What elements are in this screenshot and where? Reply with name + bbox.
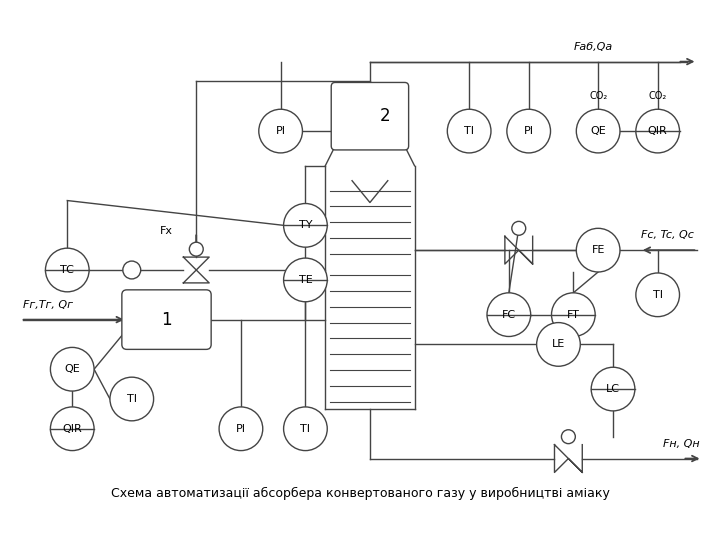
Text: QE: QE bbox=[590, 126, 606, 136]
Text: 1: 1 bbox=[161, 310, 172, 329]
Text: QIR: QIR bbox=[63, 424, 82, 434]
Circle shape bbox=[636, 273, 680, 316]
Circle shape bbox=[284, 258, 328, 302]
Text: 2: 2 bbox=[379, 107, 390, 125]
FancyBboxPatch shape bbox=[331, 83, 409, 150]
Circle shape bbox=[284, 407, 328, 450]
Circle shape bbox=[45, 248, 89, 292]
Circle shape bbox=[591, 367, 635, 411]
Text: TI: TI bbox=[464, 126, 474, 136]
Text: Fx: Fx bbox=[160, 226, 173, 237]
Text: TI: TI bbox=[127, 394, 137, 404]
Text: LE: LE bbox=[552, 340, 565, 349]
Text: FT: FT bbox=[567, 309, 580, 320]
Circle shape bbox=[189, 242, 203, 256]
Circle shape bbox=[636, 109, 680, 153]
Circle shape bbox=[576, 228, 620, 272]
Circle shape bbox=[536, 322, 580, 366]
Text: Fc, Tc, Qc: Fc, Tc, Qc bbox=[642, 230, 694, 240]
Circle shape bbox=[487, 293, 531, 336]
Text: PI: PI bbox=[523, 126, 534, 136]
Text: Fн, Qн: Fн, Qн bbox=[662, 438, 699, 449]
Circle shape bbox=[284, 204, 328, 247]
Text: FC: FC bbox=[502, 309, 516, 320]
FancyBboxPatch shape bbox=[122, 290, 211, 349]
Text: TI: TI bbox=[653, 290, 662, 300]
Circle shape bbox=[576, 109, 620, 153]
Circle shape bbox=[50, 347, 94, 391]
Circle shape bbox=[507, 109, 551, 153]
Text: Faб,Qa: Faб,Qa bbox=[574, 42, 613, 52]
Text: QIR: QIR bbox=[648, 126, 667, 136]
Text: CO₂: CO₂ bbox=[589, 91, 607, 102]
Circle shape bbox=[512, 221, 526, 235]
Circle shape bbox=[110, 377, 153, 421]
Text: PI: PI bbox=[276, 126, 286, 136]
Text: TY: TY bbox=[299, 220, 312, 231]
Text: TI: TI bbox=[300, 424, 310, 434]
Text: Схема автоматизації абсорбера конвертованого газу у виробництві аміаку: Схема автоматизації абсорбера конвертова… bbox=[111, 487, 609, 500]
Text: CO₂: CO₂ bbox=[649, 91, 667, 102]
Circle shape bbox=[552, 293, 595, 336]
Text: PI: PI bbox=[236, 424, 246, 434]
Text: Fг,Tг, Qг: Fг,Tг, Qг bbox=[22, 300, 73, 310]
Circle shape bbox=[219, 407, 263, 450]
Circle shape bbox=[562, 430, 575, 444]
Circle shape bbox=[258, 109, 302, 153]
Text: QE: QE bbox=[64, 364, 80, 374]
Circle shape bbox=[123, 261, 140, 279]
Text: TC: TC bbox=[60, 265, 74, 275]
Text: FE: FE bbox=[591, 245, 605, 255]
Text: LC: LC bbox=[606, 384, 620, 394]
Text: TE: TE bbox=[299, 275, 312, 285]
Circle shape bbox=[50, 407, 94, 450]
Circle shape bbox=[447, 109, 491, 153]
